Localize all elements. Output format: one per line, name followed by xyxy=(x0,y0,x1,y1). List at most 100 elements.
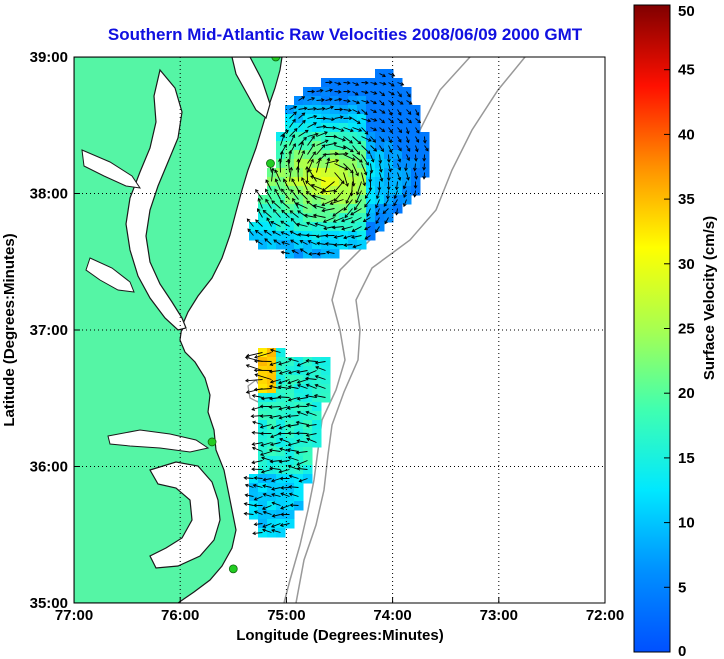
velocity-arrowhead xyxy=(280,492,285,497)
velocity-arrowhead xyxy=(287,431,292,436)
velocity-arrowhead xyxy=(283,178,287,183)
velocity-arrowhead xyxy=(425,147,429,152)
velocity-cell xyxy=(294,123,304,133)
velocity-arrowhead xyxy=(314,222,319,227)
velocity-cell xyxy=(267,177,277,187)
velocity-cell xyxy=(285,393,295,403)
velocity-cell xyxy=(267,186,277,196)
velocity-arrowhead xyxy=(252,420,256,425)
velocity-arrow xyxy=(296,451,308,454)
colorbar-tick-label: 50 xyxy=(678,3,695,20)
tidal-river-1 xyxy=(81,149,142,189)
velocity-cell xyxy=(258,222,268,232)
velocity-arrowhead xyxy=(422,166,427,171)
velocity-arrow xyxy=(254,388,272,391)
velocity-arrowhead xyxy=(379,178,384,182)
velocity-arrowhead xyxy=(303,136,307,141)
velocity-arrow xyxy=(351,235,362,238)
velocity-arrowhead xyxy=(372,139,377,143)
velocity-arrowhead xyxy=(321,202,326,207)
velocity-cell xyxy=(267,168,277,178)
velocity-arrowhead xyxy=(398,93,402,98)
velocity-cell xyxy=(267,357,277,367)
velocity-cell xyxy=(303,249,313,259)
velocity-cell xyxy=(303,186,313,196)
velocity-arrow xyxy=(379,136,385,142)
velocity-arrowhead xyxy=(295,404,300,409)
velocity-arrowhead xyxy=(290,189,294,193)
velocity-arrowhead xyxy=(402,203,407,208)
velocity-cell xyxy=(267,375,277,385)
velocity-cell xyxy=(330,204,340,214)
velocity-arrowhead xyxy=(287,423,292,428)
velocity-arrowhead xyxy=(391,73,396,77)
velocity-arrowhead xyxy=(259,414,264,418)
velocity-vectors xyxy=(243,73,429,536)
velocity-arrow xyxy=(388,100,394,105)
velocity-cell xyxy=(312,411,322,421)
velocity-arrowhead xyxy=(260,469,265,474)
velocity-arrowhead xyxy=(253,503,257,508)
velocity-arrowhead xyxy=(297,189,302,194)
velocity-arrow xyxy=(364,199,371,208)
velocity-arrow xyxy=(266,217,272,227)
velocity-arrowhead xyxy=(269,459,274,464)
velocity-arrow xyxy=(316,125,326,128)
velocity-arrowhead xyxy=(373,100,377,105)
velocity-arrow xyxy=(361,163,367,175)
velocity-arrow xyxy=(320,190,335,193)
velocity-arrowhead xyxy=(330,105,334,110)
velocity-arrowhead xyxy=(292,143,296,147)
velocity-arrowhead xyxy=(274,178,279,183)
velocity-arrow xyxy=(308,240,317,245)
velocity-arrowhead xyxy=(313,114,318,119)
velocity-arrow xyxy=(366,208,371,217)
velocity-arrowhead xyxy=(260,396,265,401)
velocity-arrowhead xyxy=(370,158,375,163)
velocity-arrowhead xyxy=(244,483,249,488)
velocity-cell xyxy=(303,141,313,151)
velocity-arrow xyxy=(406,127,409,134)
velocity-arrow xyxy=(314,394,326,398)
velocity-arrowhead xyxy=(388,149,393,154)
velocity-arrow xyxy=(244,503,254,506)
y-axis-label: Latitude (Degrees:Minutes) xyxy=(1,233,18,426)
velocity-arrow xyxy=(274,189,281,200)
velocity-cell xyxy=(339,231,349,241)
velocity-arrowhead xyxy=(254,229,259,234)
velocity-cell xyxy=(267,438,277,448)
velocity-arrow xyxy=(388,91,395,96)
velocity-arrowhead xyxy=(287,414,291,419)
velocity-arrowhead xyxy=(289,230,294,235)
velocity-arrow xyxy=(397,127,402,133)
velocity-arrow xyxy=(397,136,402,143)
velocity-cell xyxy=(339,213,349,223)
velocity-arrow xyxy=(262,505,272,510)
velocity-arrow xyxy=(370,100,377,104)
velocity-arrowhead xyxy=(362,218,367,223)
velocity-arrowhead xyxy=(255,189,259,193)
colorbar: 0 5 10 15 20 25 30 35 40 45 50 Surface Velocity (c… xyxy=(633,3,718,659)
velocity-arrow xyxy=(296,421,308,425)
velocity-arrowhead xyxy=(271,200,275,204)
velocity-arrow xyxy=(288,358,299,362)
velocity-arrow xyxy=(351,217,362,224)
velocity-arrowhead xyxy=(281,133,286,138)
velocity-arrow xyxy=(334,172,345,184)
velocity-cell xyxy=(321,384,331,394)
velocity-arrowhead xyxy=(388,168,392,173)
velocity-arrow xyxy=(307,115,317,119)
velocity-arrowhead xyxy=(413,157,418,162)
velocity-arrow xyxy=(343,136,353,144)
velocity-arrow xyxy=(325,106,334,110)
velocity-arrow xyxy=(271,200,281,209)
velocity-arrowhead xyxy=(301,150,305,154)
velocity-cell xyxy=(276,348,286,358)
velocity-arrow xyxy=(315,366,326,371)
velocity-cell xyxy=(276,420,286,430)
velocity-arrow xyxy=(279,406,290,410)
velocity-arrowhead xyxy=(406,148,411,152)
velocity-arrowhead xyxy=(333,141,338,146)
velocity-arrow xyxy=(281,231,290,236)
velocity-arrowhead xyxy=(357,140,362,145)
